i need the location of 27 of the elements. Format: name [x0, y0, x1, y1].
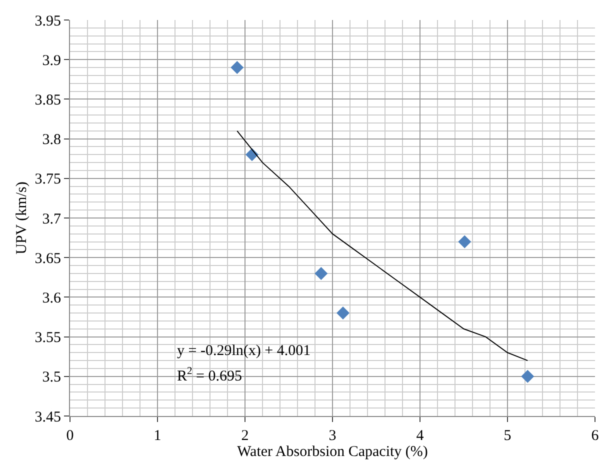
y-tick-label: 3.95 — [34, 13, 61, 30]
y-tick-label: 3.9 — [42, 52, 61, 69]
y-tick-label: 3.55 — [34, 330, 61, 346]
point — [521, 370, 534, 383]
point — [458, 235, 472, 248]
x-tick-label: 6 — [591, 428, 600, 444]
point — [336, 306, 350, 320]
y-axis-title: UPV (km/s) — [14, 182, 30, 254]
y-tick-label: 3.65 — [34, 250, 61, 267]
x-tick-label: 5 — [504, 428, 512, 444]
y-tick-label: 3.5 — [42, 370, 61, 386]
x-tick-label: 3 — [328, 428, 336, 444]
x-tick-label: 2 — [241, 428, 249, 444]
y-tick-label: 3.7 — [42, 211, 62, 228]
x-axis-title: Water Absorbsion Capacity (%) — [237, 444, 428, 460]
point — [314, 266, 328, 280]
annotation: R$^{2}$ = 0.695 — [177, 366, 242, 384]
y-tick-label: 3.75 — [34, 172, 61, 188]
x-tick-label: 0 — [66, 428, 74, 444]
x-tick-label: 1 — [154, 428, 162, 444]
annotation: y = -0.29ln(x) + 4.001 — [177, 343, 311, 359]
x-tick-label: 4 — [416, 428, 424, 444]
y-tick-label: 3.8 — [42, 132, 61, 148]
y-tick-label: 3.6 — [42, 290, 62, 306]
y-tick-label: 3.85 — [34, 92, 61, 108]
point — [230, 61, 244, 74]
y-tick-label: 3.45 — [34, 409, 61, 426]
